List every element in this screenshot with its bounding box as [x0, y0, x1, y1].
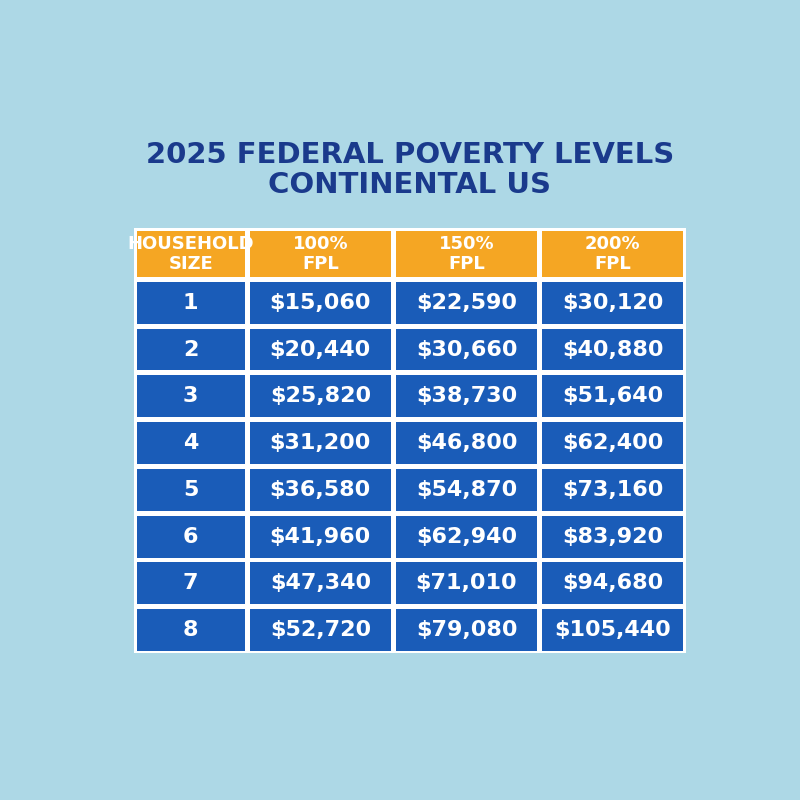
Bar [137, 329, 245, 370]
Text: 2: 2 [183, 339, 198, 359]
Text: $36,580: $36,580 [270, 480, 371, 500]
Text: $31,200: $31,200 [270, 433, 371, 453]
Text: $54,870: $54,870 [416, 480, 517, 500]
Bar [396, 422, 537, 464]
Bar [137, 231, 245, 277]
Bar [137, 422, 245, 464]
Bar [137, 562, 245, 604]
Text: $25,820: $25,820 [270, 386, 371, 406]
Bar [250, 516, 391, 558]
Bar [542, 422, 683, 464]
Text: $79,080: $79,080 [416, 620, 518, 640]
Bar [542, 609, 683, 651]
Bar [250, 422, 391, 464]
Text: 7: 7 [183, 574, 198, 594]
Text: 150%
FPL: 150% FPL [438, 234, 494, 274]
Bar [250, 609, 391, 651]
Text: $94,680: $94,680 [562, 574, 663, 594]
Text: 100%
FPL: 100% FPL [293, 234, 348, 274]
Text: $51,640: $51,640 [562, 386, 663, 406]
Bar [137, 375, 245, 418]
Text: 2025 FEDERAL POVERTY LEVELS: 2025 FEDERAL POVERTY LEVELS [146, 141, 674, 169]
Text: CONTINENTAL US: CONTINENTAL US [269, 171, 551, 199]
Bar [396, 282, 537, 324]
Bar [396, 469, 537, 510]
Bar [542, 469, 683, 510]
Bar [396, 375, 537, 418]
Bar [542, 329, 683, 370]
Text: 8: 8 [183, 620, 198, 640]
Bar [250, 375, 391, 418]
Text: $20,440: $20,440 [270, 339, 371, 359]
Text: 6: 6 [183, 526, 198, 546]
Text: $73,160: $73,160 [562, 480, 663, 500]
Bar [137, 516, 245, 558]
Text: $30,660: $30,660 [416, 339, 518, 359]
Text: 4: 4 [183, 433, 198, 453]
Bar [137, 282, 245, 324]
Text: $30,120: $30,120 [562, 293, 663, 313]
Text: $40,880: $40,880 [562, 339, 663, 359]
Bar [396, 562, 537, 604]
Text: $47,340: $47,340 [270, 574, 371, 594]
Bar [542, 282, 683, 324]
Bar [137, 609, 245, 651]
Bar [542, 231, 683, 277]
Bar [542, 562, 683, 604]
Bar [396, 329, 537, 370]
Text: $22,590: $22,590 [416, 293, 517, 313]
Text: $71,010: $71,010 [416, 574, 518, 594]
Text: 3: 3 [183, 386, 198, 406]
Bar [250, 469, 391, 510]
Text: $41,960: $41,960 [270, 526, 371, 546]
Bar [396, 516, 537, 558]
Text: $38,730: $38,730 [416, 386, 517, 406]
Text: 200%
FPL: 200% FPL [585, 234, 641, 274]
Text: $105,440: $105,440 [554, 620, 671, 640]
Bar [250, 282, 391, 324]
Bar [396, 609, 537, 651]
Bar [542, 516, 683, 558]
Bar [134, 229, 686, 654]
Bar [250, 231, 391, 277]
Text: $62,940: $62,940 [416, 526, 517, 546]
Text: 1: 1 [183, 293, 198, 313]
Text: $15,060: $15,060 [270, 293, 371, 313]
Text: $62,400: $62,400 [562, 433, 663, 453]
Bar [542, 375, 683, 418]
Bar [250, 562, 391, 604]
Text: $83,920: $83,920 [562, 526, 663, 546]
Bar [137, 469, 245, 510]
Text: HOUSEHOLD
SIZE: HOUSEHOLD SIZE [127, 234, 254, 274]
Text: 5: 5 [183, 480, 198, 500]
Bar [396, 231, 537, 277]
Bar [250, 329, 391, 370]
Text: $46,800: $46,800 [416, 433, 518, 453]
Text: $52,720: $52,720 [270, 620, 371, 640]
